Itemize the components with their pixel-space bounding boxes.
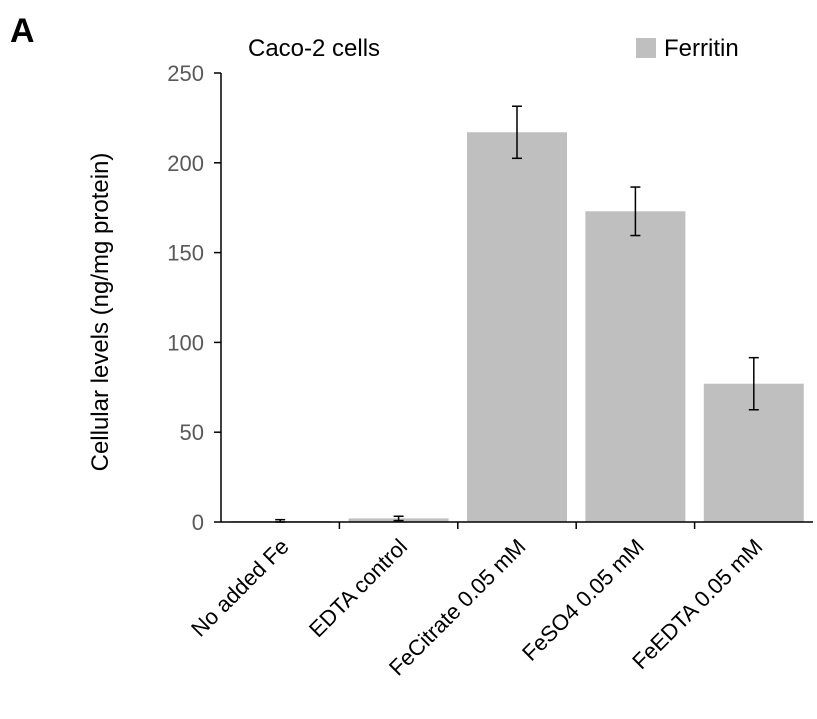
- x-tick-label: FeSO4 0.05 mM: [517, 534, 649, 666]
- panel-letter: A: [10, 12, 35, 50]
- y-tick-label: 100: [167, 330, 204, 355]
- chart-subtitle: Caco-2 cells: [248, 35, 380, 62]
- y-tick-label: 200: [167, 151, 204, 176]
- error-bar: [630, 186, 641, 237]
- x-tick-label: FeEDTA 0.05 mM: [627, 534, 767, 674]
- y-axis: 0 50 100 150 200 250: [167, 61, 222, 535]
- x-tick-label: No added Fe: [186, 534, 294, 642]
- bar: [585, 211, 686, 523]
- bar: [467, 132, 567, 522]
- y-tick-label: 50: [180, 420, 204, 445]
- y-axis-label: Cellular levels (ng/mg protein): [87, 153, 114, 472]
- legend-swatch: [636, 38, 656, 58]
- error-bar: [393, 515, 404, 522]
- y-tick-label: 150: [167, 241, 204, 266]
- x-tick-label: EDTA control: [304, 534, 412, 642]
- legend-label: Ferritin: [664, 35, 739, 62]
- legend: Ferritin: [636, 35, 739, 62]
- error-bar: [748, 356, 759, 411]
- error-bar: [512, 105, 522, 160]
- bars: [230, 105, 804, 523]
- y-tick-label: 0: [192, 510, 204, 535]
- y-tick-label: 250: [167, 61, 204, 86]
